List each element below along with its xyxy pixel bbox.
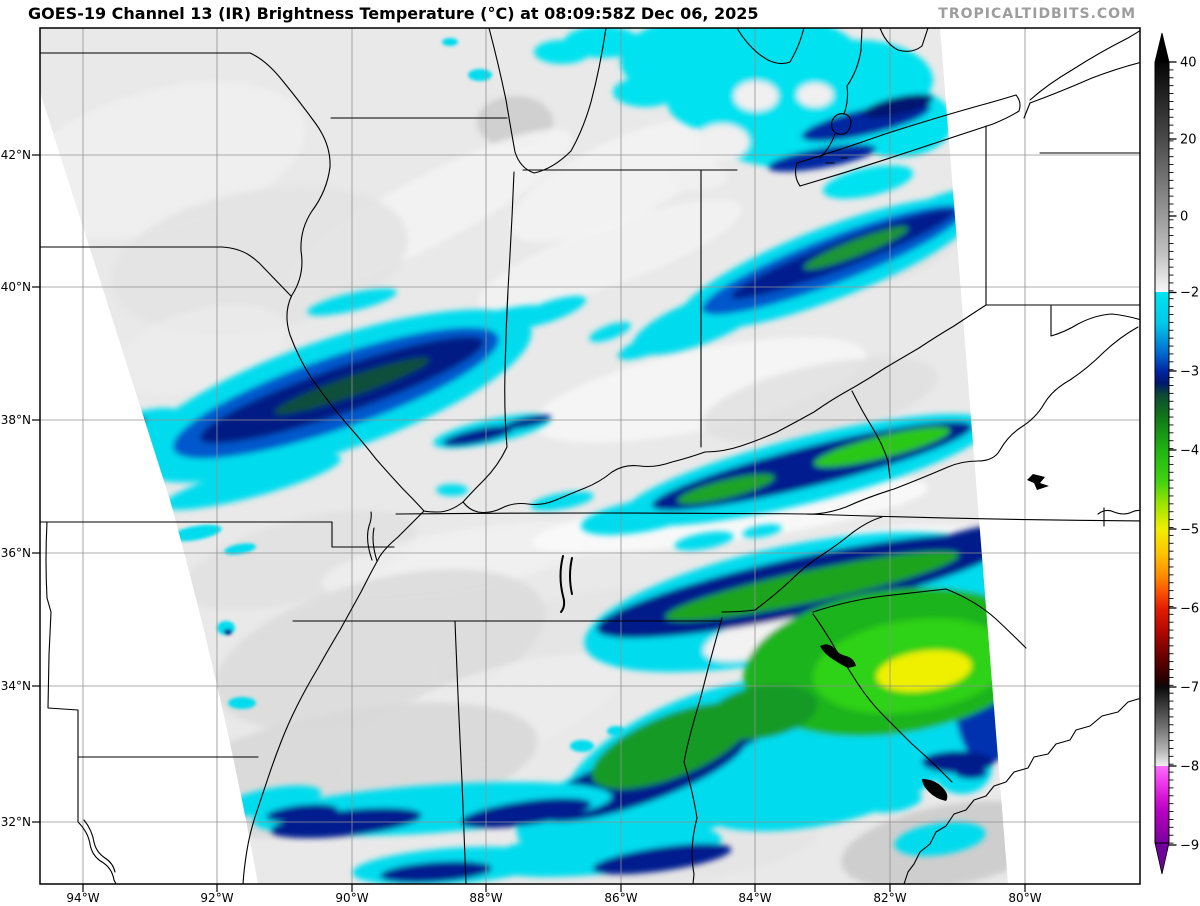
cb-label-m90: −90 bbox=[1180, 839, 1200, 854]
axis-ticks bbox=[32, 154, 1026, 892]
latlon-grid bbox=[40, 28, 1140, 884]
lat-label-42n: 42°N bbox=[1, 148, 31, 162]
lon-label-92w: 92°W bbox=[200, 891, 233, 905]
colorbar-ticks bbox=[1169, 61, 1177, 846]
cb-label-m80: −80 bbox=[1180, 760, 1200, 775]
colorbar-tick-labels: 40 20 0 −20 −30 −40 −50 −60 −70 −80 −90 bbox=[1180, 56, 1200, 854]
cb-label-40: 40 bbox=[1180, 56, 1197, 71]
lat-label-38n: 38°N bbox=[1, 413, 31, 427]
map-frame bbox=[39, 27, 1141, 885]
satellite-data-region bbox=[40, 28, 1008, 884]
lon-label-80w: 80°W bbox=[1008, 891, 1041, 905]
lat-label-40n: 40°N bbox=[1, 280, 31, 294]
lat-label-32n: 32°N bbox=[1, 815, 31, 829]
cb-label-m50: −50 bbox=[1180, 523, 1200, 538]
lon-label-88w: 88°W bbox=[469, 891, 502, 905]
lon-axis-labels: 94°W 92°W 90°W 88°W 86°W 84°W 82°W 80°W bbox=[66, 891, 1041, 905]
lon-label-82w: 82°W bbox=[873, 891, 906, 905]
cb-label-m60: −60 bbox=[1180, 602, 1200, 617]
lakes-filled bbox=[820, 474, 1049, 801]
cb-label-m30: −30 bbox=[1180, 365, 1200, 380]
lat-label-36n: 36°N bbox=[1, 546, 31, 560]
lon-label-90w: 90°W bbox=[335, 891, 368, 905]
lon-label-94w: 94°W bbox=[66, 891, 99, 905]
colorbar-gradient bbox=[1154, 61, 1170, 844]
cb-label-20: 20 bbox=[1180, 133, 1197, 148]
cb-label-m70: −70 bbox=[1180, 681, 1200, 696]
state-borders bbox=[40, 28, 1140, 884]
lon-label-86w: 86°W bbox=[604, 891, 637, 905]
colorbar: 40 20 0 −20 −30 −40 −50 −60 −70 −80 −90 bbox=[1154, 32, 1200, 875]
lat-axis-labels: 42°N 40°N 38°N 36°N 34°N 32°N bbox=[1, 148, 31, 829]
cb-label-m40: −40 bbox=[1180, 444, 1200, 459]
tropicaltidbits-watermark: TROPICALTIDBITS.COM bbox=[938, 6, 1136, 22]
page-title: GOES-19 Channel 13 (IR) Brightness Tempe… bbox=[28, 4, 759, 23]
colorbar-arrow-bottom bbox=[1154, 842, 1170, 875]
cb-label-0: 0 bbox=[1180, 210, 1188, 225]
lat-label-34n: 34°N bbox=[1, 679, 31, 693]
cb-label-m20: −20 bbox=[1180, 286, 1200, 301]
lon-label-84w: 84°W bbox=[738, 891, 771, 905]
colorbar-arrow-top bbox=[1154, 32, 1170, 63]
